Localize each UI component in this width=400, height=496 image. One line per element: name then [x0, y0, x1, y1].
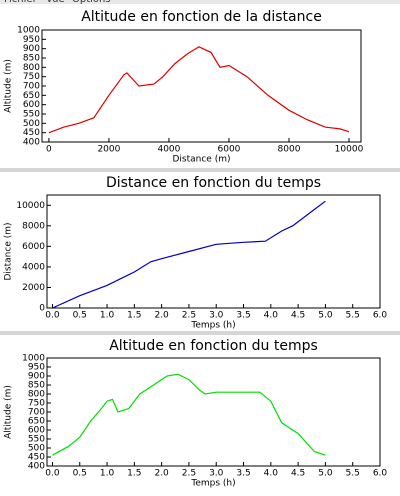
data-line [52, 373, 326, 456]
x-tick-label: 5.0 [318, 469, 333, 479]
chart-title: Altitude en fonction du temps [109, 338, 318, 354]
plot-area [46, 194, 381, 309]
separator [0, 331, 400, 335]
y-tick-label: 750 [23, 72, 40, 82]
y-axis-label: Altitude (m) [4, 59, 14, 113]
y-tick-label: 550 [23, 110, 40, 120]
y-tick-label: 2000 [22, 283, 45, 293]
x-tick-label: 6.0 [373, 311, 388, 321]
chart-title: Distance en fonction du temps [106, 175, 321, 191]
x-tick-label: 3.0 [209, 469, 224, 479]
menu-item[interactable]: Fichier [4, 0, 38, 5]
menu-item[interactable]: Vue [46, 0, 65, 5]
x-axis-label: Temps (h) [190, 321, 235, 331]
x-tick-label: 8000 [278, 145, 301, 155]
data-line [52, 200, 326, 309]
y-tick-label: 900 [28, 372, 45, 382]
y-tick-label: 550 [28, 435, 45, 445]
y-tick-label: 600 [23, 100, 40, 110]
y-tick-label: 10000 [16, 201, 45, 211]
y-tick-label: 400 [23, 138, 40, 148]
y-tick-label: 500 [28, 444, 45, 454]
x-tick-label: 2.5 [182, 469, 196, 479]
x-tick-label: 5.0 [318, 311, 333, 321]
x-tick-label: 2.5 [182, 311, 196, 321]
y-tick-label: 450 [28, 453, 45, 463]
y-tick-label: 950 [23, 35, 40, 45]
y-axis-label: Distance (m) [4, 222, 14, 280]
y-tick-label: 800 [28, 390, 45, 400]
x-tick-label: 2.0 [154, 311, 169, 321]
x-tick-label: 5.5 [346, 311, 360, 321]
y-tick-label: 750 [28, 399, 45, 409]
y-tick-label: 500 [23, 119, 40, 129]
x-tick-label: 3.5 [236, 311, 250, 321]
y-tick-label: 6000 [22, 242, 45, 252]
x-tick-label: 6000 [218, 145, 241, 155]
x-tick-label: 1.0 [100, 469, 115, 479]
x-tick-label: 10000 [335, 145, 364, 155]
x-tick-label: 3.0 [209, 311, 224, 321]
y-tick-label: 450 [23, 128, 40, 138]
menu-item[interactable]: Options [72, 0, 111, 5]
x-tick-label: 3.5 [236, 469, 250, 479]
y-tick-label: 1000 [22, 354, 45, 364]
x-tick-label: 0 [46, 145, 52, 155]
plot-area [41, 29, 362, 143]
y-axis-label: Altitude (m) [4, 385, 14, 439]
y-tick-label: 8000 [22, 221, 45, 231]
x-tick-label: 1.5 [127, 469, 141, 479]
x-tick-label: 4.5 [291, 469, 305, 479]
y-tick-label: 800 [23, 63, 40, 73]
menu-bar [0, 0, 400, 4]
x-tick-label: 5.5 [346, 469, 360, 479]
y-tick-label: 850 [23, 54, 40, 64]
x-tick-label: 2.0 [154, 469, 169, 479]
y-tick-label: 600 [28, 426, 45, 436]
x-tick-label: 4.5 [291, 311, 305, 321]
y-tick-label: 950 [28, 363, 45, 373]
x-tick-label: 0.5 [73, 469, 87, 479]
x-tick-label: 2000 [97, 145, 120, 155]
y-tick-label: 850 [28, 381, 45, 391]
x-tick-label: 6.0 [373, 469, 388, 479]
x-tick-label: 4.0 [264, 469, 279, 479]
plot-area [46, 357, 381, 467]
data-line [48, 46, 350, 134]
y-tick-label: 650 [28, 417, 45, 427]
x-tick-label: 1.5 [127, 311, 141, 321]
chart-title: Altitude en fonction de la distance [81, 9, 322, 25]
y-tick-label: 700 [28, 408, 45, 418]
x-tick-label: 1.0 [100, 311, 115, 321]
x-tick-label: 0.0 [45, 469, 60, 479]
x-tick-label: 0.0 [45, 311, 60, 321]
x-axis-label: Temps (h) [190, 479, 235, 489]
y-tick-label: 400 [28, 462, 45, 472]
y-tick-label: 650 [23, 91, 40, 101]
x-tick-label: 0.5 [73, 311, 87, 321]
x-axis-label: Distance (m) [172, 155, 230, 165]
y-tick-label: 900 [23, 44, 40, 54]
x-tick-label: 4.0 [264, 311, 279, 321]
y-tick-label: 1000 [17, 26, 40, 36]
y-tick-label: 700 [23, 82, 40, 92]
separator [0, 168, 400, 172]
y-tick-label: 0 [39, 304, 45, 314]
y-tick-label: 4000 [22, 262, 45, 272]
x-tick-label: 4000 [157, 145, 180, 155]
